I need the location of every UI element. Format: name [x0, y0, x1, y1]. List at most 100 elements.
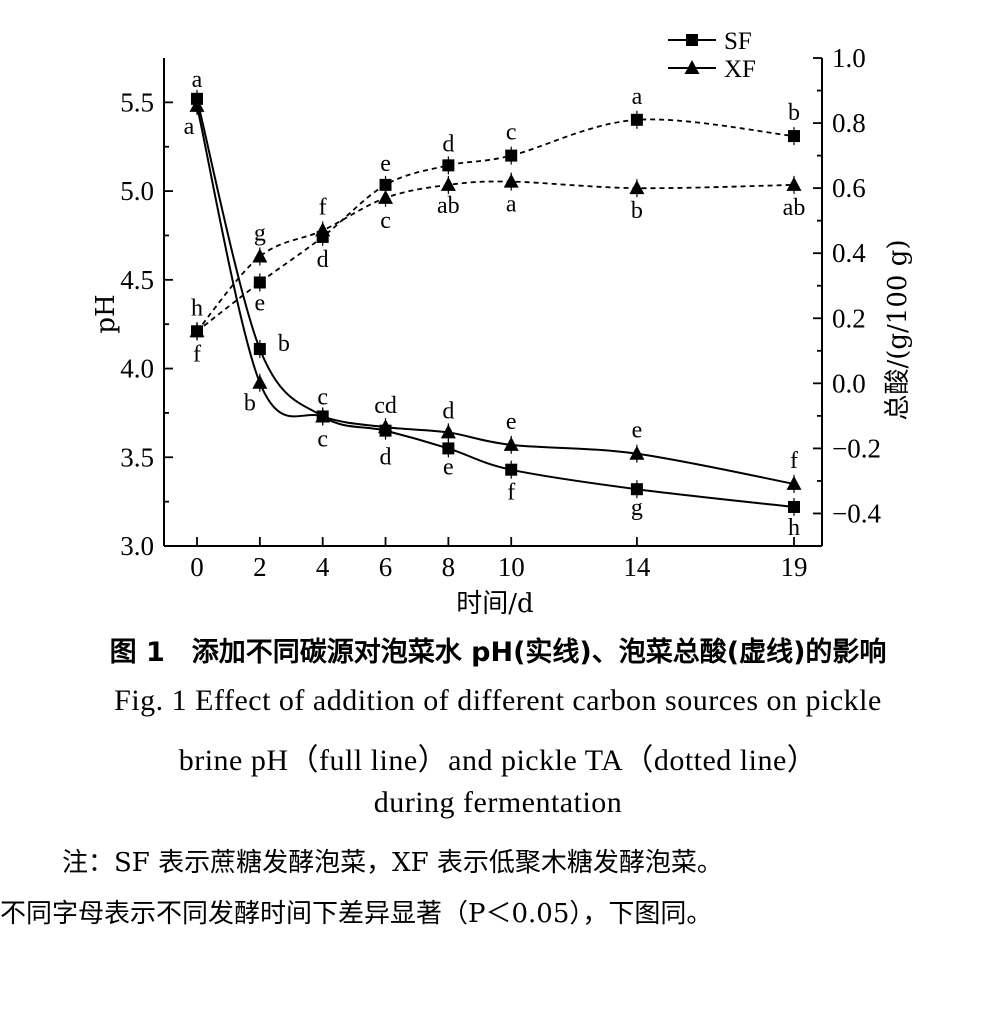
significance-label: e — [380, 151, 391, 177]
significance-label: e — [506, 409, 517, 435]
data-point-xf-ta — [629, 180, 645, 195]
data-point-xf-ph — [503, 436, 519, 451]
y-right-tick-label: 0.6 — [832, 173, 866, 203]
data-point-xf-ta — [315, 222, 331, 237]
significance-label: cd — [374, 393, 397, 419]
data-point-xf-ta — [440, 176, 456, 191]
significance-label: ab — [437, 193, 460, 219]
x-tick-label: 2 — [253, 552, 267, 582]
y-left-tick-label: 5.5 — [120, 87, 154, 117]
data-point-sf-ta — [379, 178, 392, 191]
data-point-sf-ta — [630, 113, 643, 126]
significance-label: ab — [783, 195, 806, 221]
y-left-tick-label: 4.0 — [120, 354, 154, 384]
x-tick-label: 8 — [442, 552, 456, 582]
significance-label: c — [506, 120, 517, 146]
data-point-sf-ph — [505, 463, 518, 476]
data-point-xf-ph — [378, 419, 394, 434]
y-axis-right-title: 总酸/(g/100 g) — [883, 240, 913, 421]
legend-marker-triangle — [684, 60, 700, 74]
y-axis-left-title: pH — [91, 294, 121, 333]
significance-label: a — [506, 192, 517, 218]
series-markers — [189, 89, 802, 516]
x-tick-label: 19 — [781, 552, 808, 582]
significance-label: a — [192, 67, 203, 93]
x-axis-title: 时间/d — [456, 589, 533, 619]
y-right-tick-label: −0.4 — [832, 498, 881, 528]
significance-label: e — [255, 290, 266, 316]
data-point-sf-ta — [788, 130, 800, 143]
significance-label: h — [788, 515, 800, 541]
data-point-xf-ph — [629, 445, 645, 460]
x-tick-label: 10 — [498, 552, 525, 582]
significance-label: a — [632, 84, 643, 110]
figure-caption-en-line2: brine pH（full line）and pickle TA（dotted … — [178, 744, 818, 777]
significance-label: c — [317, 426, 328, 452]
significance-label: g — [254, 220, 266, 246]
data-point-sf-ph — [630, 483, 643, 496]
y-left-tick-label: 5.0 — [120, 176, 154, 206]
y-right-tick-label: 0.0 — [832, 368, 866, 398]
y-left-tick-label: 4.5 — [120, 265, 154, 295]
significance-label: f — [193, 341, 201, 367]
significance-label: d — [442, 131, 454, 157]
data-point-sf-ph — [253, 343, 266, 356]
legend-label-xf: XF — [724, 56, 756, 83]
series-line-xf-ta — [196, 180, 795, 332]
data-point-xf-ta — [503, 173, 519, 188]
data-point-sf-ta — [505, 149, 518, 162]
data-point-xf-ph — [315, 408, 331, 423]
significance-label: h — [191, 295, 203, 321]
significance-label: f — [507, 480, 515, 506]
series-line-xf-ph — [196, 105, 795, 485]
data-point-sf-ph — [788, 500, 800, 513]
significance-label: f — [319, 194, 327, 220]
y-right-tick-label: 1.0 — [832, 43, 866, 73]
data-point-xf-ta — [378, 189, 394, 204]
data-point-sf-ta — [442, 159, 455, 172]
figure-caption-en-line1: Fig. 1 Effect of addition of different c… — [114, 684, 882, 717]
x-tick-label: 14 — [623, 552, 651, 582]
note-line2: 不同字母表示不同发酵时间下差异显著（P＜0.05），下图同。 — [0, 899, 713, 929]
legend-label-sf: SF — [724, 28, 752, 55]
data-point-sf-ta — [253, 276, 266, 289]
data-point-xf-ph — [786, 475, 802, 490]
y-right-tick-label: 0.8 — [832, 108, 866, 138]
significance-label: g — [631, 495, 643, 521]
y-left-tick-label: 3.5 — [120, 442, 154, 472]
legend-marker-square — [686, 34, 698, 46]
significance-label: d — [442, 398, 454, 424]
y-right-tick-label: 0.2 — [832, 303, 866, 333]
significance-label: a — [184, 114, 195, 140]
y-right-tick-label: −0.2 — [832, 433, 881, 463]
significance-label: b — [244, 391, 256, 417]
series-lines — [196, 98, 795, 508]
significance-label: e — [632, 418, 643, 444]
data-point-xf-ta — [252, 248, 268, 263]
data-point-sf-ph — [442, 442, 455, 455]
significance-label: c — [317, 384, 328, 410]
significance-label: b — [631, 198, 643, 224]
x-tick-label: 6 — [379, 552, 393, 582]
chart: 3.0 3.5 4.0 4.5 5.0 5.5 −0.4 −0.2 0.0 0.2 0.4 0.6 0.… — [91, 28, 913, 619]
significance-label: c — [380, 208, 391, 234]
axes: 3.0 3.5 4.0 4.5 5.0 5.5 −0.4 −0.2 0.0 0.2 0.4 0.6 0.… — [91, 43, 913, 619]
significance-label: b — [278, 331, 290, 357]
y-left-tick-label: 3.0 — [120, 531, 154, 561]
significance-label: f — [790, 448, 798, 474]
data-point-xf-ph — [440, 424, 456, 439]
figure-caption-cn: 图 1 添加不同碳源对泡菜水 pH(实线)、泡菜总酸(虚线)的影响 — [109, 637, 887, 668]
data-point-xf-ph — [189, 97, 205, 112]
data-point-xf-ta — [786, 176, 802, 191]
figure-caption-en-line3: during fermentation — [373, 786, 623, 819]
significance-label: d — [380, 445, 392, 471]
x-tick-label: 4 — [316, 552, 330, 582]
significance-label: e — [443, 454, 454, 480]
significance-label: b — [788, 100, 800, 126]
x-tick-label: 0 — [190, 552, 204, 582]
data-point-xf-ph — [252, 374, 268, 389]
series-line-sf-ph — [196, 98, 795, 508]
data-point-xf-ta — [189, 323, 205, 338]
